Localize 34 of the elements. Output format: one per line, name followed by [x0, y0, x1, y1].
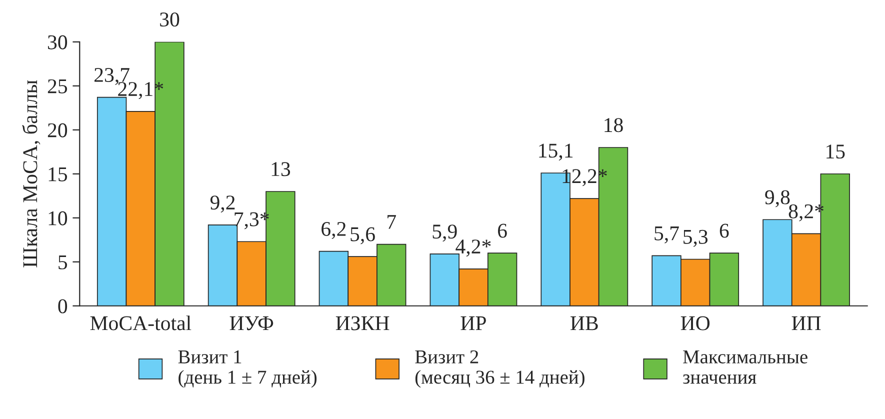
x-tick-label: ИУФ: [230, 316, 274, 330]
x-tick-label: ИВ: [570, 316, 598, 330]
data-label: 6: [498, 224, 507, 238]
y-tick-label: 5: [58, 255, 68, 270]
data-label: 4,2*: [456, 240, 491, 257]
data-label: 15,1: [539, 144, 573, 161]
data-label: 6,2: [322, 222, 346, 239]
data-label: 9,8: [765, 190, 790, 208]
legend-label: Максимальные значения: [683, 350, 808, 384]
x-tick-label: ИЗКН: [336, 316, 390, 330]
y-tick-label: 30: [48, 35, 68, 50]
x-tick-label: MoCA-total: [90, 316, 192, 330]
legend-label: Визит 1 (день 1 ± 7 дней): [178, 350, 317, 388]
y-tick-label: 10: [48, 211, 68, 226]
y-tick-label: 0: [58, 299, 68, 314]
data-label: 5,3: [684, 230, 708, 247]
data-label: 30: [160, 12, 180, 27]
y-tick-label: 20: [48, 123, 68, 138]
data-label: 5,6: [350, 227, 375, 244]
data-label: 7: [388, 215, 396, 229]
data-label: 9,2: [210, 196, 235, 213]
data-label: 5,7: [654, 226, 679, 244]
x-tick-label: ИР: [460, 316, 486, 330]
data-label: 18: [604, 118, 623, 132]
data-label: 5,9: [432, 224, 457, 242]
y-tick-label: 15: [48, 167, 68, 182]
y-axis-title: Шкала MoCA, баллы: [22, 80, 40, 268]
x-tick-label: ИП: [792, 316, 821, 330]
data-label: 15: [826, 144, 845, 159]
data-label: 13: [272, 162, 290, 176]
y-tick-label: 25: [48, 79, 68, 94]
x-tick-label: ИО: [680, 316, 710, 330]
legend-label: Визит 2 (месяц 36 ± 14 дней): [415, 350, 584, 388]
data-label: 6: [720, 224, 729, 238]
